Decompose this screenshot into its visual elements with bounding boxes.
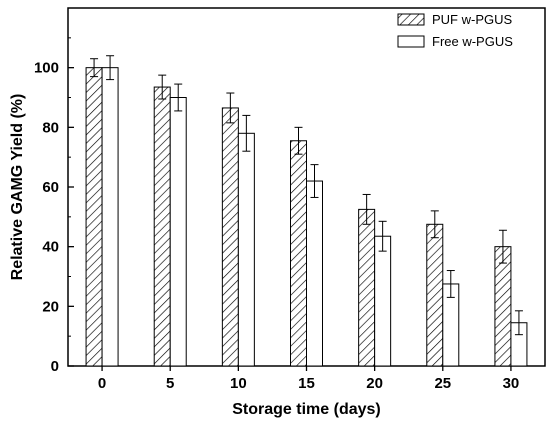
legend-label-free: Free w-PGUS <box>432 34 513 49</box>
y-tick-label: 60 <box>42 179 59 196</box>
x-tick-label: 0 <box>98 375 106 392</box>
y-tick-label: 0 <box>51 358 59 375</box>
y-tick-label: 40 <box>42 239 59 256</box>
bar-free <box>237 132 255 367</box>
bar-puf <box>290 140 307 367</box>
bar-puf <box>85 67 103 367</box>
bar-puf <box>153 86 171 367</box>
x-tick-label: 25 <box>434 375 451 392</box>
y-tick-label: 80 <box>42 119 59 136</box>
x-axis: 0 5 10 15 20 25 30 <box>98 366 519 392</box>
bar-puf <box>494 246 512 367</box>
bar-puf <box>221 107 239 367</box>
x-tick-label: 5 <box>166 375 174 392</box>
bar-puf <box>426 223 444 367</box>
legend-swatch-puf <box>397 13 425 26</box>
bar-free <box>306 180 323 367</box>
y-axis-title: Relative GAMG Yield (%) <box>9 94 26 281</box>
x-tick-label: 30 <box>503 375 520 392</box>
bar-free <box>101 67 119 367</box>
bars-group <box>85 55 528 367</box>
x-tick-label: 20 <box>366 375 383 392</box>
bar-free <box>374 235 392 367</box>
x-tick-label: 15 <box>298 375 315 392</box>
bar-free <box>169 97 187 367</box>
x-tick-label: 10 <box>230 375 247 392</box>
x-axis-title: Storage time (days) <box>232 401 380 418</box>
y-axis: 0 20 40 60 80 100 <box>34 37 74 375</box>
y-tick-label: 100 <box>34 60 59 77</box>
legend-swatch-free <box>397 35 425 48</box>
y-tick-label: 20 <box>42 298 59 315</box>
legend-label-puf: PUF w-PGUS <box>432 12 513 27</box>
bar-puf <box>358 208 376 367</box>
legend: PUF w-PGUS Free w-PGUS <box>397 12 513 49</box>
